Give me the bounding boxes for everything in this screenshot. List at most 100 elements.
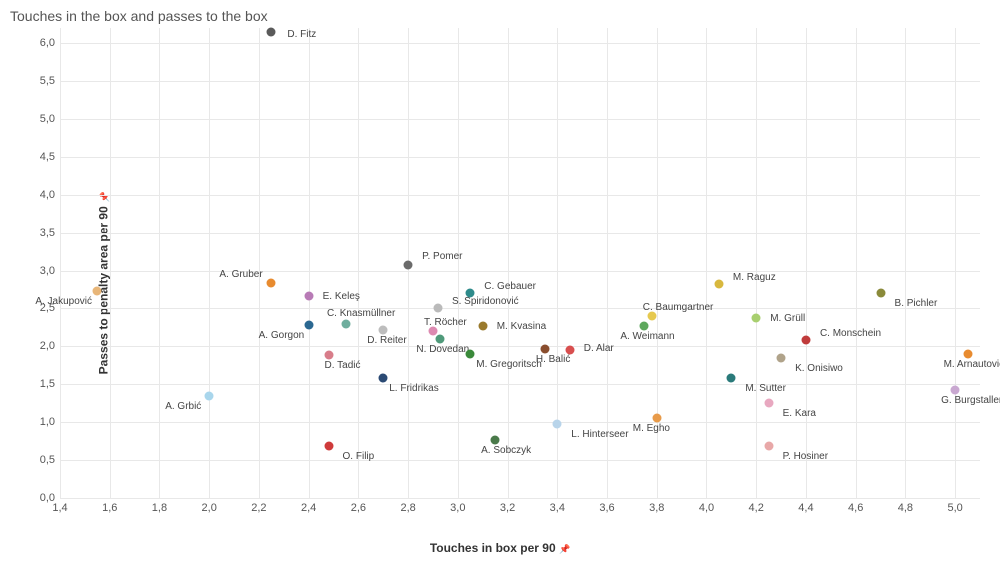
data-point-label: L. Fridrikas xyxy=(389,383,438,394)
gridline-v xyxy=(60,28,61,498)
data-point-label: D. Tadić xyxy=(325,360,361,371)
x-tick-label: 2,6 xyxy=(351,502,366,514)
data-point[interactable] xyxy=(764,399,773,408)
x-tick-label: 4,8 xyxy=(898,502,913,514)
y-tick-label: 6,0 xyxy=(40,37,55,49)
y-tick-label: 2,5 xyxy=(40,302,55,314)
x-tick-label: 3,2 xyxy=(500,502,515,514)
data-point-label: C. Knasmüllner xyxy=(327,308,395,319)
data-point[interactable] xyxy=(714,280,723,289)
data-point[interactable] xyxy=(963,349,972,358)
gridline-h xyxy=(60,422,980,423)
x-tick-label: 5,0 xyxy=(947,502,962,514)
data-point-label: P. Hosiner xyxy=(783,451,828,462)
data-point[interactable] xyxy=(478,321,487,330)
x-tick-label: 1,4 xyxy=(52,502,67,514)
gridline-v xyxy=(259,28,260,498)
data-point[interactable] xyxy=(304,291,313,300)
data-point[interactable] xyxy=(379,325,388,334)
gridline-h xyxy=(60,195,980,196)
gridline-v xyxy=(806,28,807,498)
x-tick-label: 3,4 xyxy=(550,502,565,514)
gridline-v xyxy=(209,28,210,498)
plot-area: D. FitzA. JakupovićA. GrbićA. GruberE. K… xyxy=(60,28,980,498)
data-point-label: A. Gorgon xyxy=(259,330,305,341)
data-point[interactable] xyxy=(553,419,562,428)
data-point-label: C. Baumgartner xyxy=(643,302,714,313)
data-point[interactable] xyxy=(727,374,736,383)
data-point[interactable] xyxy=(876,289,885,298)
x-tick-label: 3,6 xyxy=(599,502,614,514)
data-point-label: B. Pichler xyxy=(895,298,938,309)
data-point[interactable] xyxy=(801,336,810,345)
data-point[interactable] xyxy=(777,353,786,362)
x-tick-label: 3,0 xyxy=(450,502,465,514)
gridline-v xyxy=(905,28,906,498)
data-point-label: T. Röcher xyxy=(424,317,467,328)
x-tick-label: 2,8 xyxy=(400,502,415,514)
x-tick-label: 2,2 xyxy=(251,502,266,514)
data-point[interactable] xyxy=(93,287,102,296)
data-point[interactable] xyxy=(324,442,333,451)
data-point[interactable] xyxy=(640,321,649,330)
data-point-label: M. Egho xyxy=(633,423,670,434)
data-point[interactable] xyxy=(433,304,442,313)
gridline-v xyxy=(706,28,707,498)
data-point-label: G. Burgstaller xyxy=(941,395,1000,406)
data-point[interactable] xyxy=(267,27,276,36)
gridline-h xyxy=(60,233,980,234)
data-point[interactable] xyxy=(341,319,350,328)
gridline-h xyxy=(60,157,980,158)
data-point[interactable] xyxy=(491,435,500,444)
data-point[interactable] xyxy=(379,374,388,383)
gridline-v xyxy=(358,28,359,498)
data-point-label: A. Grbić xyxy=(165,401,201,412)
data-point[interactable] xyxy=(752,313,761,322)
x-axis-title: Touches in box per 90 📌 xyxy=(430,541,570,555)
gridline-v xyxy=(607,28,608,498)
data-point-label: M. Arnautović xyxy=(944,359,1000,370)
data-point-label: L. Hinterseer xyxy=(571,429,628,440)
y-tick-label: 1,5 xyxy=(40,378,55,390)
data-point-label: M. Kvasina xyxy=(497,321,546,332)
x-tick-label: 4,4 xyxy=(798,502,813,514)
gridline-h xyxy=(60,498,980,499)
data-point[interactable] xyxy=(436,334,445,343)
data-point-label: H. Balić xyxy=(536,354,570,365)
gridline-h xyxy=(60,384,980,385)
data-point[interactable] xyxy=(404,260,413,269)
data-point[interactable] xyxy=(466,349,475,358)
gridline-h xyxy=(60,43,980,44)
y-tick-label: 3,0 xyxy=(40,265,55,277)
x-tick-label: 3,8 xyxy=(649,502,664,514)
chart-title: Touches in the box and passes to the box xyxy=(10,8,268,24)
data-point[interactable] xyxy=(540,344,549,353)
data-point[interactable] xyxy=(324,351,333,360)
gridline-v xyxy=(955,28,956,498)
data-point-label: A. Gruber xyxy=(219,269,262,280)
data-point-label: C. Gebauer xyxy=(484,281,536,292)
gridline-v xyxy=(309,28,310,498)
gridline-v xyxy=(159,28,160,498)
data-point-label: D. Fitz xyxy=(287,29,316,40)
data-point-label: N. Dovedan xyxy=(416,344,469,355)
scatter-chart: Touches in the box and passes to the box… xyxy=(0,0,1000,565)
data-point[interactable] xyxy=(652,414,661,423)
gridline-h xyxy=(60,308,980,309)
data-point[interactable] xyxy=(466,289,475,298)
data-point-label: M. Raguz xyxy=(733,272,776,283)
data-point[interactable] xyxy=(764,442,773,451)
data-point[interactable] xyxy=(565,346,574,355)
gridline-h xyxy=(60,346,980,347)
data-point[interactable] xyxy=(951,385,960,394)
data-point[interactable] xyxy=(304,321,313,330)
y-tick-label: 1,0 xyxy=(40,416,55,428)
data-point-label: E. Keleş xyxy=(323,291,360,302)
data-point[interactable] xyxy=(267,279,276,288)
data-point-label: P. Pomer xyxy=(422,251,462,262)
data-point-label: A. Weimann xyxy=(620,331,674,342)
data-point-label: D. Alar xyxy=(584,343,614,354)
gridline-h xyxy=(60,271,980,272)
y-tick-label: 3,5 xyxy=(40,227,55,239)
data-point[interactable] xyxy=(205,391,214,400)
